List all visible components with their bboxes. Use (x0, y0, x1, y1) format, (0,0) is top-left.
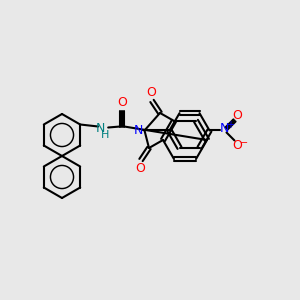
Text: N: N (95, 122, 105, 135)
Text: O: O (117, 96, 127, 109)
Text: −: − (240, 139, 249, 148)
Text: O: O (232, 139, 242, 152)
Text: N: N (134, 124, 143, 137)
Text: H: H (101, 130, 110, 140)
Text: O: O (146, 86, 156, 99)
Text: N: N (220, 122, 229, 135)
Text: O: O (135, 161, 145, 175)
Text: O: O (232, 109, 242, 122)
Text: +: + (226, 121, 235, 130)
